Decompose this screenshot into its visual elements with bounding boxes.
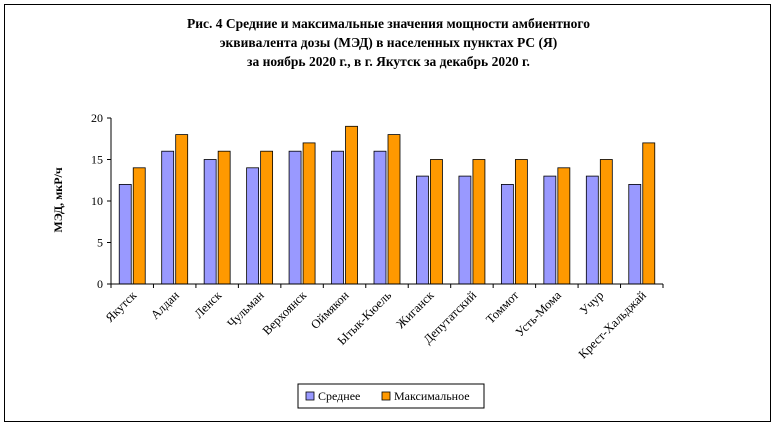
x-category-label: Алдан bbox=[148, 288, 182, 322]
x-category-label: Жиганск bbox=[394, 288, 438, 332]
chart-title-line-2: эквивалента дозы (МЭД) в населенных пунк… bbox=[219, 35, 558, 50]
chart-title: Рис. 4 Средние и максимальные значения м… bbox=[0, 14, 777, 71]
bar-maximum bbox=[430, 159, 443, 285]
bar-average bbox=[373, 150, 387, 285]
y-tick-label: 20 bbox=[91, 111, 103, 125]
legend-box bbox=[297, 383, 485, 409]
bar-average bbox=[628, 183, 642, 285]
bar-maximum bbox=[345, 125, 358, 285]
bar-maximum bbox=[132, 167, 146, 285]
chart-title-line-1: Рис. 4 Средние и максимальные значения м… bbox=[187, 16, 590, 31]
bar-average bbox=[585, 175, 599, 285]
x-category-label: Верхоянск bbox=[260, 288, 310, 338]
bar-average bbox=[416, 175, 429, 285]
bar-maximum bbox=[599, 159, 613, 285]
chart-title-line-3: за ноябрь 2020 г., в г. Якутск за декабр… bbox=[247, 54, 530, 69]
x-category-label: Усть-Мома bbox=[513, 288, 565, 340]
bar-average bbox=[288, 150, 302, 285]
x-category-label: Учур bbox=[577, 288, 606, 317]
bar-maximum bbox=[642, 142, 656, 285]
legend-label: Среднее bbox=[318, 389, 360, 403]
bar-maximum bbox=[557, 167, 571, 285]
legend-swatch bbox=[305, 391, 315, 401]
y-tick-label: 5 bbox=[97, 236, 103, 250]
y-tick-label: 10 bbox=[91, 194, 103, 208]
bar-maximum bbox=[175, 134, 189, 285]
x-category-label: Томмот bbox=[483, 288, 522, 327]
bar-average bbox=[118, 183, 132, 285]
bar-average bbox=[331, 150, 344, 285]
x-category-label: Оймякон bbox=[308, 288, 352, 332]
bar-maximum bbox=[387, 134, 401, 285]
bar-average bbox=[500, 183, 514, 285]
legend-swatch bbox=[381, 391, 391, 401]
bar-maximum bbox=[514, 159, 528, 285]
x-category-label: Чульман bbox=[224, 288, 267, 331]
legend-label: Максимальное bbox=[394, 389, 470, 403]
bar-average bbox=[458, 175, 472, 285]
bar-maximum bbox=[217, 150, 231, 285]
bar-average bbox=[246, 167, 260, 285]
bar-average bbox=[543, 175, 557, 285]
x-category-label: Ленск bbox=[192, 288, 225, 321]
y-axis-label: МЭД, мкР/ч bbox=[51, 167, 65, 232]
bar-maximum bbox=[302, 142, 316, 285]
bar-maximum bbox=[260, 150, 274, 285]
y-tick-label: 15 bbox=[91, 153, 103, 167]
y-tick-label: 0 bbox=[97, 277, 103, 291]
bar-maximum bbox=[472, 159, 486, 285]
bar-average bbox=[161, 150, 175, 285]
bar-average bbox=[203, 159, 217, 285]
x-category-label: Якутск bbox=[103, 288, 140, 325]
